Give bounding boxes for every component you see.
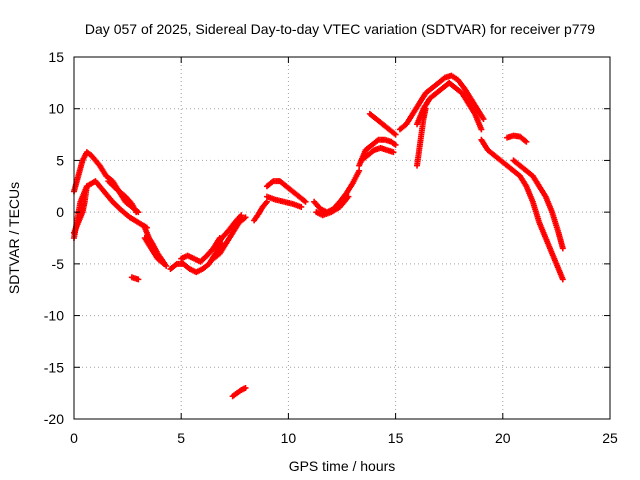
grid xyxy=(74,57,610,419)
chart-title: Day 057 of 2025, Sidereal Day-to-day VTE… xyxy=(85,21,595,37)
x-tick-label: 0 xyxy=(70,430,78,446)
data-point xyxy=(302,198,309,205)
y-tick-label: -10 xyxy=(44,308,64,324)
data-point xyxy=(392,141,399,148)
data-point xyxy=(559,276,566,283)
data-point xyxy=(356,167,363,174)
data-point xyxy=(242,384,249,391)
x-axis-label: GPS time / hours xyxy=(289,458,396,474)
data-point xyxy=(83,183,90,190)
data-point xyxy=(263,198,270,205)
plot-frame xyxy=(73,56,611,420)
data-point xyxy=(298,203,305,210)
y-axis-label: SDTVAR / TECUs xyxy=(6,182,22,294)
data-point xyxy=(480,116,487,123)
data-point xyxy=(422,105,429,112)
x-tick-label: 10 xyxy=(281,430,297,446)
data-point xyxy=(242,214,249,221)
x-tick-label: 5 xyxy=(177,430,185,446)
y-tick-label: 10 xyxy=(48,101,64,117)
y-tick-label: -20 xyxy=(44,411,64,427)
axis-ticks: 0 5 10 15 20 25 -20 -15 -10 -5 0 5 10 15 xyxy=(44,49,618,446)
data-point xyxy=(135,276,142,283)
x-tick-label: 15 xyxy=(388,430,404,446)
x-tick-label: 20 xyxy=(495,430,511,446)
data-point xyxy=(161,260,168,267)
y-tick-label: -15 xyxy=(44,359,64,375)
data-point xyxy=(238,212,245,219)
data-point xyxy=(345,193,352,200)
y-tick-label: 5 xyxy=(56,152,64,168)
data-point xyxy=(390,149,397,156)
y-tick-label: -5 xyxy=(52,256,65,272)
y-tick-label: 15 xyxy=(48,49,64,65)
data-point xyxy=(523,138,530,145)
data-point xyxy=(559,245,566,252)
data-points xyxy=(71,72,566,400)
data-point xyxy=(392,131,399,138)
x-tick-label: 25 xyxy=(602,430,618,446)
data-point xyxy=(478,126,485,133)
data-point xyxy=(133,209,140,216)
y-tick-label: 0 xyxy=(56,204,64,220)
